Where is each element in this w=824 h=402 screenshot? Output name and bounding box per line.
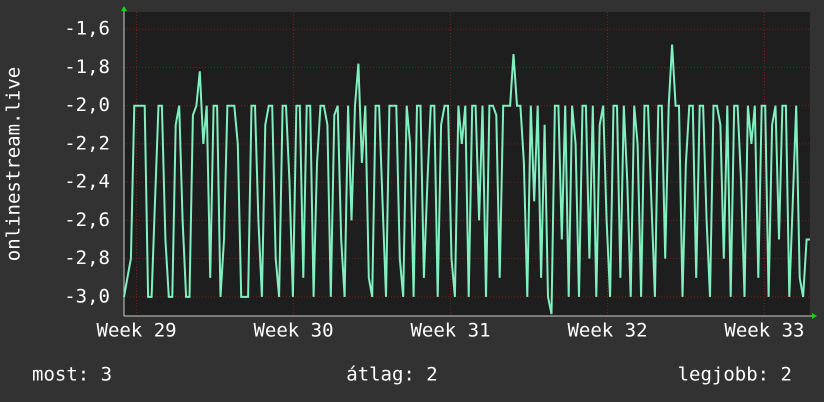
y-tick-label: -2,4	[64, 171, 110, 193]
x-tick-label: Week 33	[724, 320, 804, 342]
y-tick-label: -1,6	[64, 18, 110, 40]
x-tick-label: Week 31	[410, 320, 490, 342]
footer-current: most: 3	[32, 364, 112, 386]
axis-arrow	[812, 313, 817, 319]
x-tick-label: Week 32	[567, 320, 647, 342]
x-tick-label: Week 30	[253, 320, 333, 342]
x-tick-label: Week 29	[97, 320, 177, 342]
axis-arrow	[121, 6, 127, 11]
footer-best: legjobb: 2	[678, 364, 792, 386]
footer-average: átlag: 2	[346, 364, 438, 386]
y-tick-label: -2,0	[64, 94, 110, 116]
y-axis-label: onlinestream.live	[3, 67, 25, 261]
y-tick-label: -1,8	[64, 56, 110, 78]
data-line	[123, 44, 810, 315]
y-tick-label: -2,8	[64, 247, 110, 269]
y-tick-label: -3,0	[64, 285, 110, 307]
y-tick-label: -2,6	[64, 209, 110, 231]
y-tick-label: -2,2	[64, 132, 110, 154]
